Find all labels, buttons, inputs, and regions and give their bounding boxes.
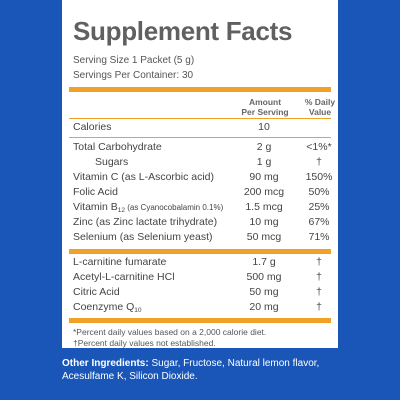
nutrient-name: Zinc (as Zinc lactate trihydrate) xyxy=(73,216,218,228)
nutrient-name: Sugars xyxy=(95,156,129,168)
ingredient-amount: 500 mg xyxy=(246,271,282,283)
footnote-not-established: †Percent daily values not established. xyxy=(73,338,216,348)
supplement-facts-panel: Supplement Facts Serving Size 1 Packet (… xyxy=(62,0,338,348)
nutrient-name-subscript: 12 xyxy=(117,207,125,214)
dv-header-line1: % Daily xyxy=(304,97,336,107)
calories-row: Calories 10 xyxy=(73,121,330,135)
nutrient-amount: 50 mcg xyxy=(246,231,282,243)
nutrient-row: Vitamin B12 (as Cyanocobalamin 0.1%) 1.5… xyxy=(73,201,330,215)
ingredient-name-main: Coenzyme Q xyxy=(73,301,135,313)
footnote-daily-values: *Percent daily values based on a 2,000 c… xyxy=(73,327,267,337)
dv-header-line2: Value xyxy=(308,107,332,117)
nutrient-amount: 2 g xyxy=(256,141,272,153)
nutrient-row: Sugars 1 g † xyxy=(73,156,330,170)
serving-size: Serving Size 1 Packet (5 g) xyxy=(73,55,195,66)
ingredient-row: Acetyl-L-carnitine HCl 500 mg † xyxy=(73,271,330,285)
calories-amount: 10 xyxy=(258,121,270,133)
amount-column-header: Amount Per Serving xyxy=(232,97,298,117)
panel-title: Supplement Facts xyxy=(73,16,293,46)
nutrient-name: Folic Acid xyxy=(73,186,118,198)
nutrient-row: Zinc (as Zinc lactate trihydrate) 10 mg … xyxy=(73,216,330,230)
nutrient-name: Vitamin B12 (as Cyanocobalamin 0.1%) xyxy=(73,201,223,214)
ingredient-amount: 50 mg xyxy=(249,286,279,298)
ingredient-amount: 20 mg xyxy=(249,301,279,313)
column-header-rule xyxy=(69,118,331,119)
footer-rule xyxy=(69,318,331,323)
ingredient-row: Citric Acid 50 mg † xyxy=(73,286,330,300)
nutrient-dv: 67% xyxy=(308,216,330,228)
nutrient-dv: 150% xyxy=(305,171,333,183)
nutrient-dv: 25% xyxy=(308,201,330,213)
nutrient-amount: 1 g xyxy=(256,156,272,168)
nutrient-row: Selenium (as Selenium yeast) 50 mcg 71% xyxy=(73,231,330,245)
section-rule xyxy=(69,249,331,254)
ingredient-name-subscript: 10 xyxy=(134,307,142,314)
ingredient-name: L-carnitine fumarate xyxy=(73,256,167,268)
nutrient-name: Vitamin C (as L-Ascorbic acid) xyxy=(73,171,215,183)
calories-rule xyxy=(69,137,331,138)
nutrient-amount: 1.5 mcg xyxy=(245,201,283,213)
nutrient-row: Vitamin C (as L-Ascorbic acid) 90 mg 150… xyxy=(73,171,332,185)
ingredient-name: Acetyl-L-carnitine HCl xyxy=(73,271,175,283)
ingredient-row: Coenzyme Q10 20 mg † xyxy=(73,301,330,315)
servings-per-container: Servings Per Container: 30 xyxy=(73,70,194,81)
ingredient-dv: † xyxy=(316,286,322,298)
nutrient-row: Folic Acid 200 mcg 50% xyxy=(73,186,330,200)
nutrient-amount: 200 mcg xyxy=(243,186,285,198)
amount-header-line1: Amount xyxy=(248,97,282,107)
amount-header-line2: Per Serving xyxy=(241,107,289,117)
other-ingredients-heading: Other Ingredients: xyxy=(62,358,149,369)
nutrient-dv: 71% xyxy=(308,231,330,243)
nutrient-name: Total Carbohydrate xyxy=(73,141,162,153)
ingredient-dv: † xyxy=(316,301,322,313)
other-ingredients: Other Ingredients: Sugar, Fructose, Natu… xyxy=(62,357,352,383)
ingredient-amount: 1.7 g xyxy=(252,256,276,268)
ingredient-name: Coenzyme Q10 xyxy=(73,301,142,314)
nutrient-amount: 10 mg xyxy=(249,216,279,228)
nutrient-name-detail: (as Cyanocobalamin 0.1%) xyxy=(124,203,224,212)
nutrient-amount: 90 mg xyxy=(249,171,279,183)
nutrient-dv: <1%* xyxy=(306,141,332,153)
ingredient-dv: † xyxy=(316,271,322,283)
dv-column-header: % Daily Value xyxy=(298,97,342,117)
nutrient-dv: 50% xyxy=(308,186,330,198)
ingredient-name: Citric Acid xyxy=(73,286,120,298)
nutrient-name: Selenium (as Selenium yeast) xyxy=(73,231,213,243)
header-rule xyxy=(69,87,331,92)
other-ingredients-text: Sugar, Fructose, Natural lemon flavor, A… xyxy=(62,358,320,382)
ingredient-row: L-carnitine fumarate 1.7 g † xyxy=(73,256,330,270)
nutrient-name-main: Vitamin B xyxy=(73,201,118,213)
nutrient-row: Total Carbohydrate 2 g <1%* xyxy=(73,141,332,155)
ingredient-dv: † xyxy=(316,256,322,268)
nutrient-dv: † xyxy=(316,156,322,168)
calories-label: Calories xyxy=(73,121,112,133)
